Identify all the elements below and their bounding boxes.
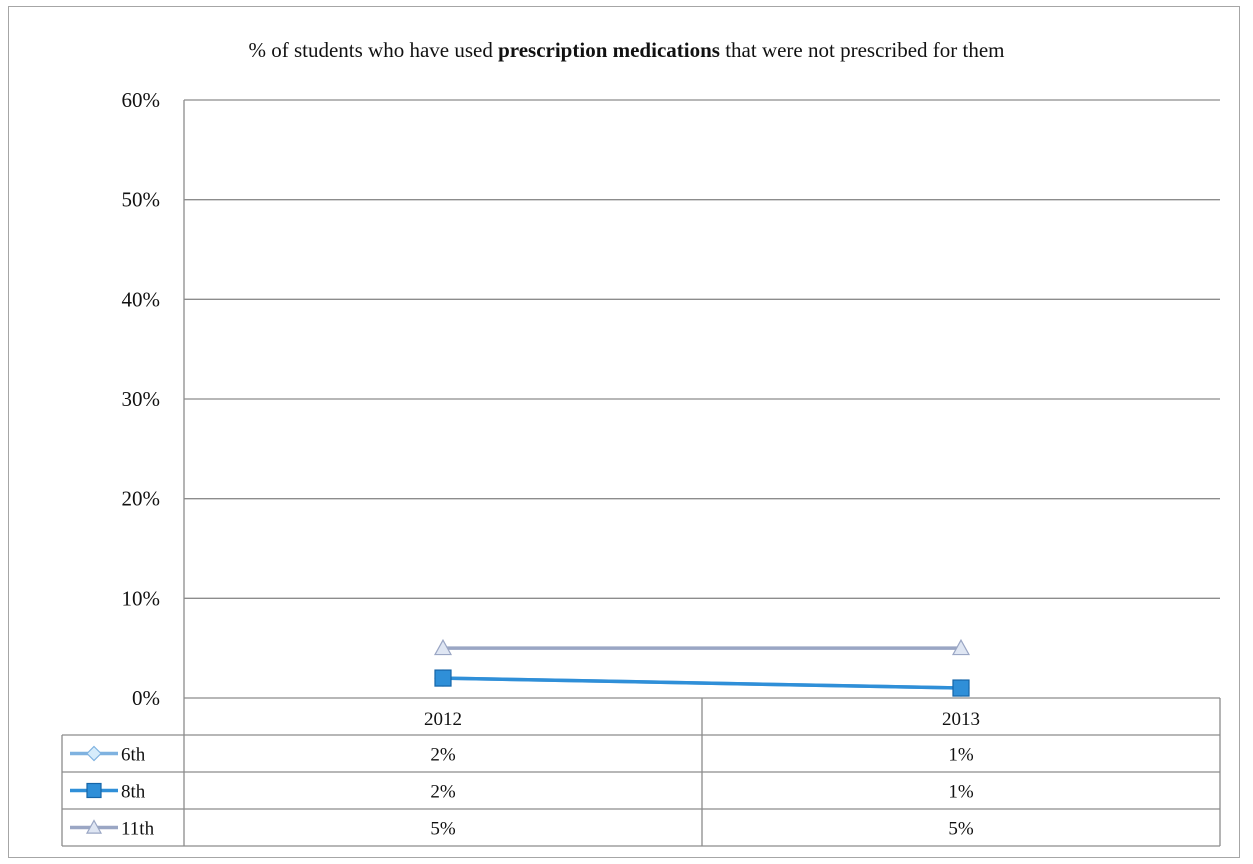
data-label: 2%	[430, 745, 456, 766]
data-label: 1%	[948, 745, 974, 766]
category-label: 2012	[424, 709, 462, 730]
series-line-8th	[442, 676, 962, 690]
y-tick-label: 10%	[122, 586, 161, 610]
y-axis: 0% 10% 20% 30% 40% 50% 60%	[122, 88, 185, 710]
data-point-11th	[951, 638, 971, 656]
gridlines	[184, 99, 1220, 599]
chart-frame	[8, 6, 1240, 858]
data-label: 5%	[430, 819, 456, 840]
data-label: 1%	[948, 782, 974, 803]
legend-label: 6th	[121, 745, 146, 766]
data-label: 5%	[948, 819, 974, 840]
data-point-8th	[434, 669, 452, 687]
legend-label: 8th	[121, 782, 146, 803]
y-tick-label: 40%	[122, 287, 161, 311]
legend-marker-6th	[86, 745, 102, 762]
data-label: 2%	[430, 782, 456, 803]
legend-label: 11th	[121, 819, 155, 840]
y-tick-label: 0%	[132, 686, 160, 710]
y-tick-label: 50%	[122, 188, 161, 212]
chart-title: % of students who have used prescription…	[248, 38, 1005, 62]
y-tick-label: 30%	[122, 387, 161, 411]
legend-marker-11th	[85, 819, 103, 834]
data-point-11th	[433, 638, 453, 656]
data-table: 2012 2013 6th 2% 1% 8th 2% 1% 11th 5% 5%	[61, 697, 1221, 847]
series-lines	[433, 638, 971, 697]
y-tick-label: 60%	[122, 88, 161, 112]
category-label: 2013	[942, 709, 980, 730]
chart-title-bold: prescription medications	[498, 38, 720, 62]
legend-marker-8th	[86, 782, 102, 799]
data-point-8th	[952, 679, 970, 697]
y-tick-label: 20%	[122, 487, 161, 511]
